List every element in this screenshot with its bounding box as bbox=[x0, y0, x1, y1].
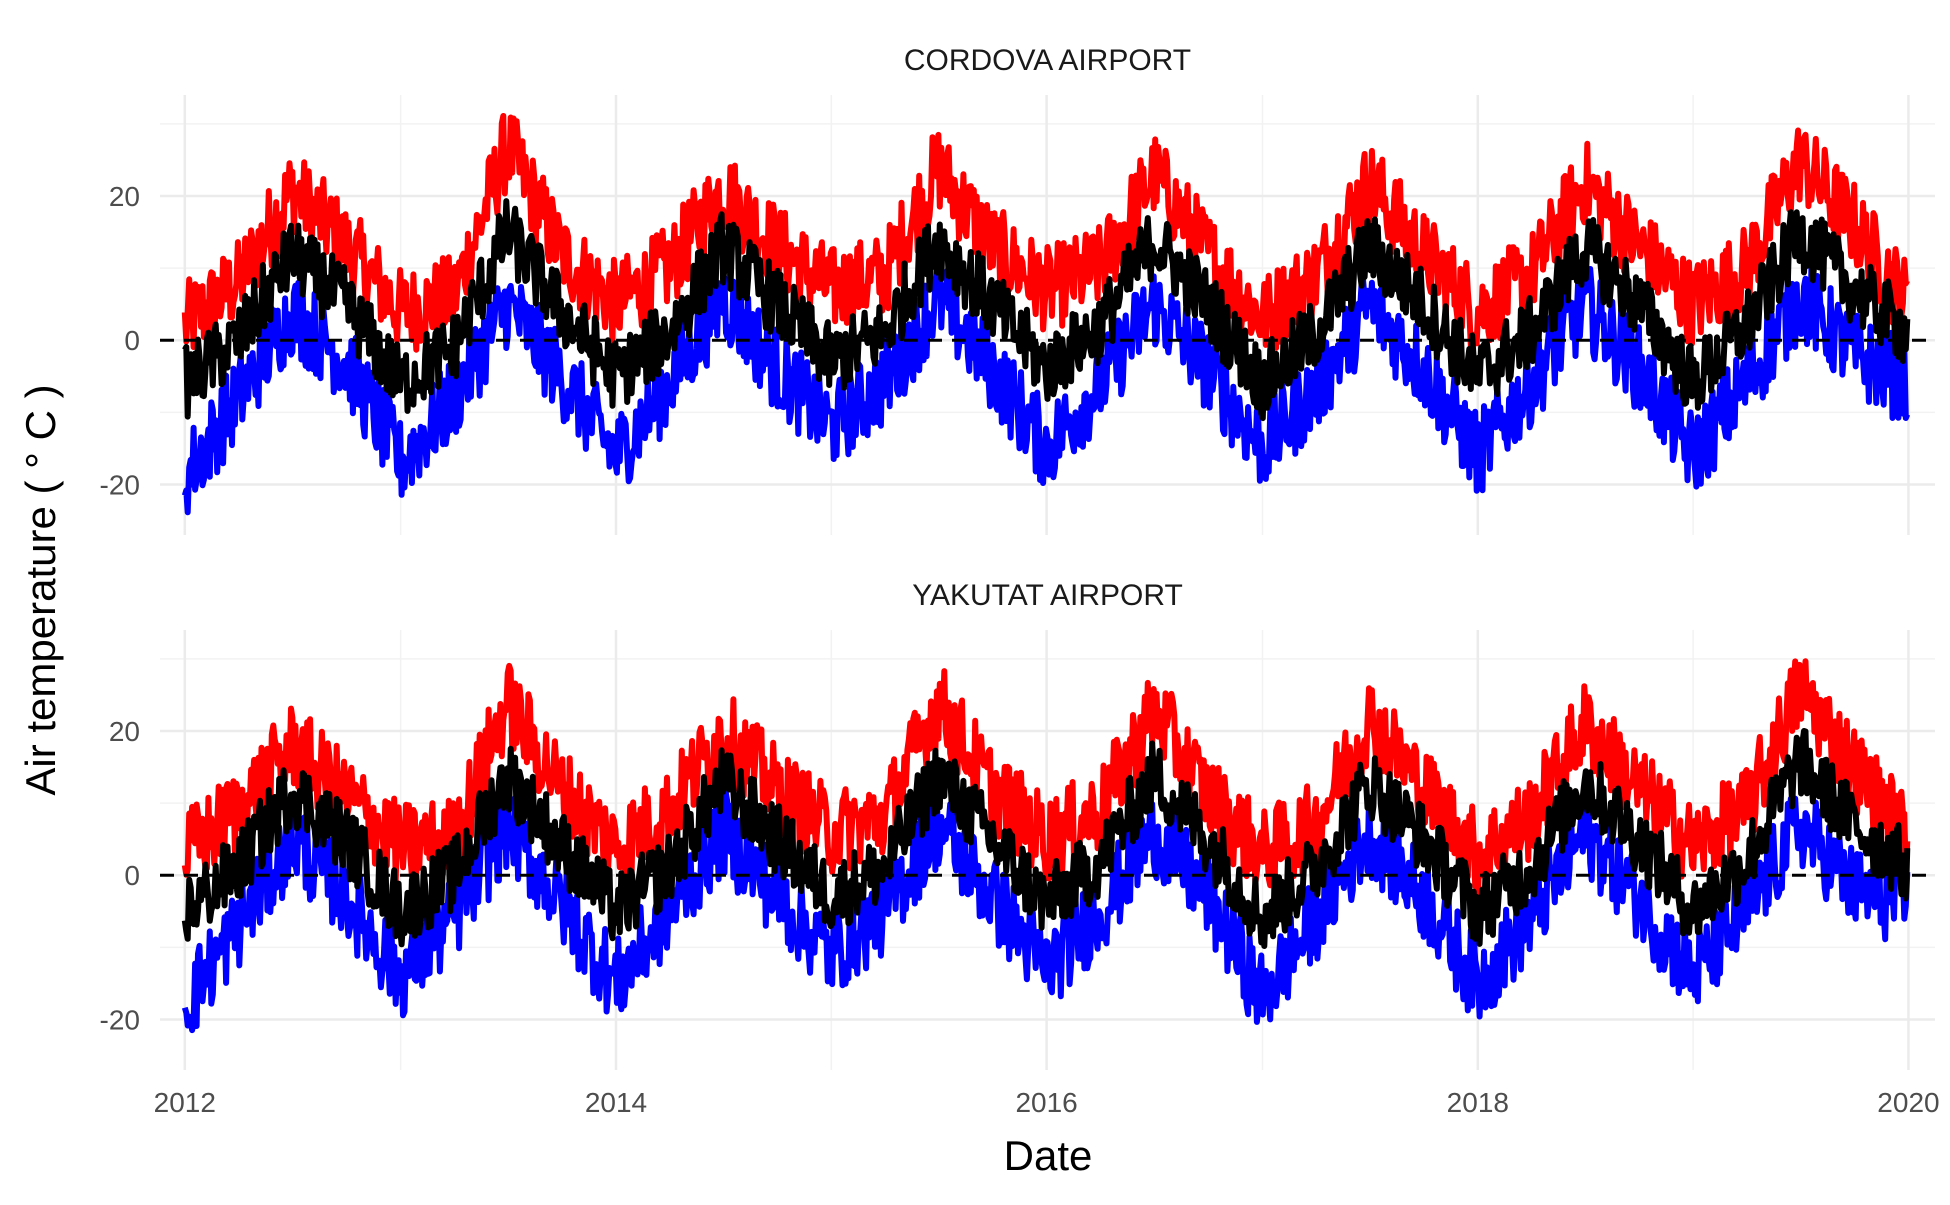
x-tick-label: 2014 bbox=[585, 1087, 647, 1118]
panel-0: CORDOVA AIRPORT 20 0 -20 bbox=[100, 44, 1935, 535]
y-tick-label: 0 bbox=[124, 860, 140, 891]
series-min-line bbox=[181, 259, 1911, 516]
panel-1: YAKUTAT AIRPORT 20 0 -20 bbox=[100, 579, 1935, 1070]
series-mean-line bbox=[182, 198, 1911, 422]
x-tick-label: 2016 bbox=[1015, 1087, 1077, 1118]
y-tick-label: -20 bbox=[100, 1005, 140, 1036]
series-max-line bbox=[181, 113, 1910, 353]
x-tick-label: 2012 bbox=[154, 1087, 216, 1118]
y-tick-label: 20 bbox=[109, 716, 140, 747]
panel-title: CORDOVA AIRPORT bbox=[904, 44, 1191, 77]
x-axis-title: Date bbox=[1004, 1132, 1093, 1179]
y-tick-label: -20 bbox=[100, 470, 140, 501]
panels-group: CORDOVA AIRPORT 20 0 -20 YAKUTAT AIRPORT 20 0 -… bbox=[100, 44, 1940, 1118]
series-min-line bbox=[181, 779, 1911, 1034]
x-tick-label: 2020 bbox=[1877, 1087, 1939, 1118]
panel-title: YAKUTAT AIRPORT bbox=[912, 579, 1183, 612]
y-tick-label: 0 bbox=[124, 325, 140, 356]
y-tick-label: 20 bbox=[109, 181, 140, 212]
y-axis-title: Air temperature ( ° C ) bbox=[17, 384, 64, 795]
x-tick-label: 2018 bbox=[1447, 1087, 1509, 1118]
series-mean-line bbox=[181, 728, 1911, 949]
